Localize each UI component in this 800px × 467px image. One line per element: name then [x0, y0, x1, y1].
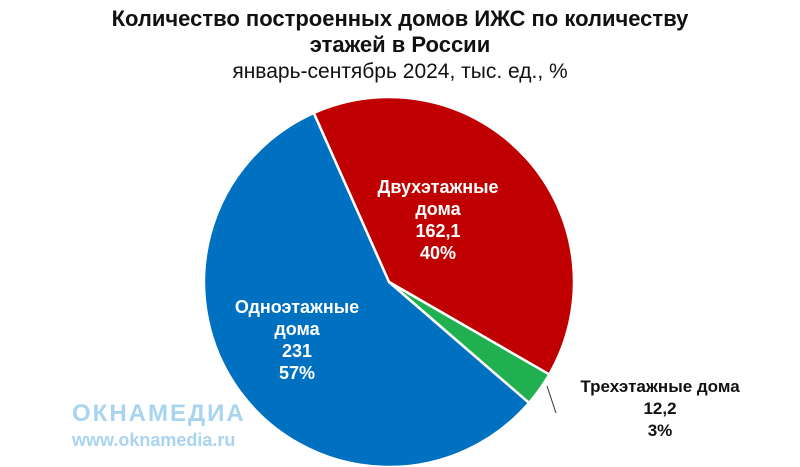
pie-slice-dvukh [312, 95, 576, 376]
chart-subtitle: январь-сентябрь 2024, тыс. ед., % [232, 60, 568, 83]
pie-slice-odno [202, 111, 531, 467]
chart-title-line2: этажей в России [309, 32, 491, 57]
leader-line-trekh [546, 385, 557, 414]
data-label-dvukh: Двухэтажные дома 162,1 40% [378, 177, 499, 263]
chart-title: Количество построенных домов ИЖС по коли… [0, 6, 800, 58]
data-label-odno: Одноэтажные дома 231 57% [235, 297, 359, 383]
data-label-trekh: Трехэтажные дома 12,2 3% [580, 377, 740, 440]
watermark-logo: ОКНАМЕДИА [72, 400, 246, 427]
chart-title-line1: Количество построенных домов ИЖС по коли… [111, 6, 689, 31]
watermark-url: www.oknamedia.ru [72, 430, 236, 450]
